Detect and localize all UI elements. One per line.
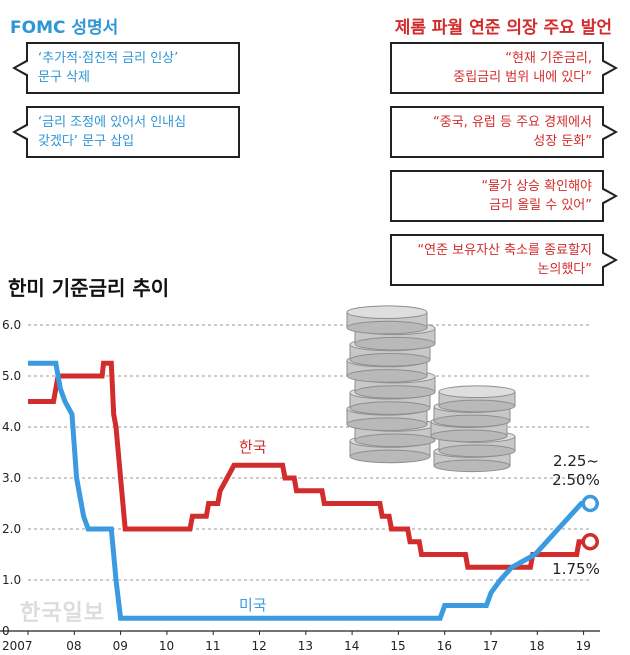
x-tick-label: 09 [113,639,128,653]
coin-bottom [438,444,516,458]
fomc-bubble-2: ‘금리 조정에 있어서 인내심 갖겠다’ 문구 삽입 [12,106,240,158]
series-layer [28,360,599,621]
coin-bottom [433,414,511,428]
coin-bottom [433,459,511,473]
powell-bubble-4: “연준 보유자산 축소를 종료할지 논의했다” [390,234,618,286]
y-tick-label: 2.0 [2,522,21,536]
x-tick-label: 2007 [2,639,33,653]
coin-bottom [349,401,431,415]
annotation-1: 미국 [239,596,267,614]
annotation-2: 2.25~ [553,452,599,470]
x-tick-label: 15 [390,639,405,653]
powell-bubble-4-line-1: “연준 보유자산 축소를 종료할지 [417,243,592,258]
coin-bottom [354,433,436,448]
fomc-bubble-1-line-1: ‘추가적·점진적 금리 인상’ [38,51,179,66]
x-tick-label: 18 [529,639,544,653]
coin-bottom [430,429,508,443]
annotation-3: 1.75% [552,560,600,578]
coin-bottom [349,353,431,367]
chart-title: 한미 기준금리 추이 [8,276,170,300]
fomc-bubble-2-line-2: 갖겠다’ 문구 삽입 [38,134,135,149]
x-tick-label: 10 [159,639,174,653]
x-tick-label: 19 [576,639,591,653]
coin-top [438,385,516,399]
coin-bottom [346,417,428,432]
coin-stack-right [430,385,516,473]
coin-bottom [346,320,428,335]
powell-bubble-3-line-2: 금리 올릴 수 있어” [489,198,592,213]
powell-bubble-1-line-2: 중립금리 범위 내에 있다” [453,70,592,85]
x-tick-label: 14 [344,639,359,653]
x-tick-label: 12 [252,639,267,653]
y-tick-label: 1.0 [2,573,21,587]
annotation-0: 한국 [239,438,267,456]
x-tick-label: 08 [66,639,81,653]
coin-bottom [346,369,428,383]
watermark: 한국일보 [20,601,105,626]
fomc-statement-header: FOMC 성명서 [10,18,119,38]
x-tick-label: 13 [298,639,313,653]
fomc-bubble-1: ‘추가적·점진적 금리 인상’ 문구 삭제 [12,42,240,94]
powell-bubble-2-line-2: 성장 둔화” [533,134,592,149]
x-tick-label: 11 [205,639,220,653]
powell-bubble-3-line-1: “물가 상승 확인해야 [481,179,592,194]
powell-bubble-1-line-1: “현재 기준금리, [505,51,592,66]
x-tick-label: 17 [483,639,498,653]
y-tick-label: 4.0 [2,420,21,434]
powell-bubble-1: “현재 기준금리, 중립금리 범위 내에 있다” [390,42,618,94]
coin-bottom [354,385,436,399]
coin-top [346,305,428,320]
fomc-bubble-2-line-1: ‘금리 조정에 있어서 인내심 [38,115,187,130]
coin-stacks-illustration [346,305,516,473]
powell-bubble-2: “중국, 유럽 등 주요 경제에서 성장 둔화” [390,106,618,158]
powell-remarks-header: 제롬 파월 연준 의장 주요 발언 [394,18,612,38]
powell-bubble-4-line-2: 논의했다” [537,262,592,277]
y-tick-label: 6.0 [2,318,21,332]
coin-bottom [349,449,431,464]
fomc-bubble-1-line-2: 문구 삭제 [38,70,90,85]
series-line-한국 [28,360,589,570]
y-tick-label: 3.0 [2,471,21,485]
series-line-미국 [28,360,589,621]
coin-bottom [438,399,516,413]
powell-bubble-2-line-1: “중국, 유럽 등 주요 경제에서 [433,115,592,130]
coin-stack-left [346,305,436,464]
y-tick-label: 5.0 [2,369,21,383]
series-end-marker-한국 [581,533,599,551]
x-tick-label: 16 [437,639,452,653]
powell-bubble-3: “물가 상승 확인해야 금리 올릴 수 있어” [390,170,618,222]
annotation-2: 2.50% [552,471,600,489]
series-end-marker-미국 [581,494,599,513]
coin-bottom [354,336,436,351]
